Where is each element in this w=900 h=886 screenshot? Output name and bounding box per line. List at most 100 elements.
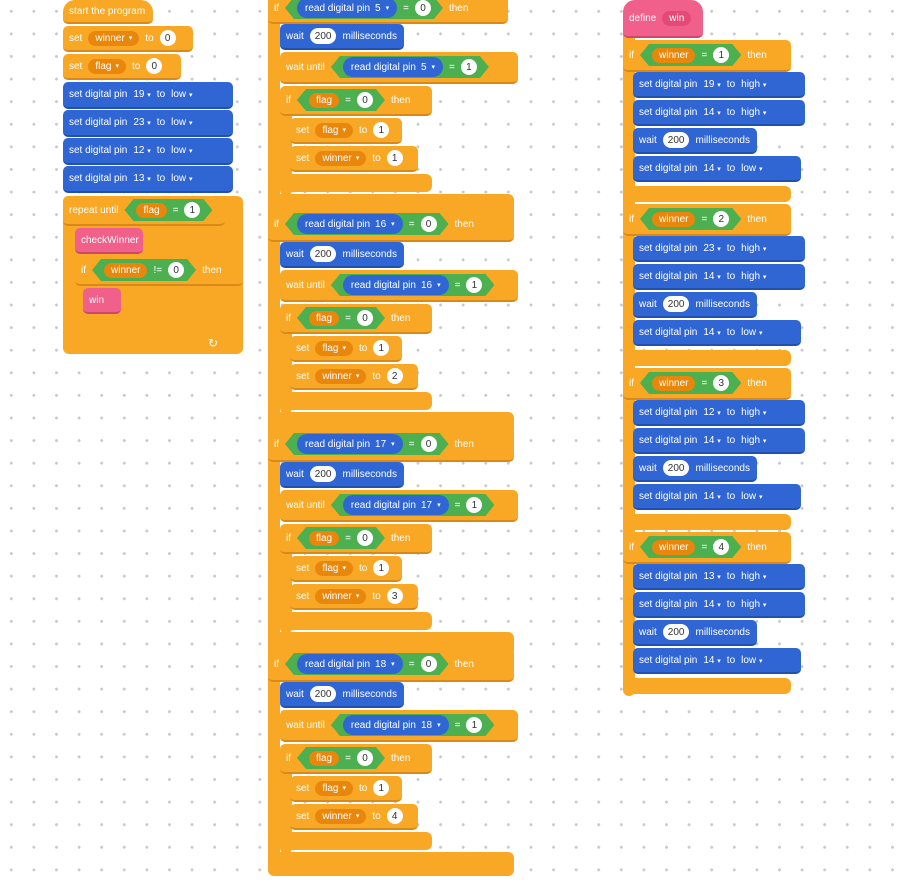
wait-block[interactable]: wait 200 milliseconds <box>280 242 404 268</box>
if-winner-block[interactable]: if winner = 1 then <box>623 40 791 72</box>
wait-until-block[interactable]: wait until read digital pin 18 ▾ = 1 <box>280 710 518 742</box>
set-flag-block[interactable]: set flag ▾ to 1 <box>290 118 402 144</box>
condition-block[interactable]: read digital pin 17 ▾ = 1 <box>331 494 495 516</box>
level-dropdown[interactable]: low ▾ <box>171 173 193 184</box>
level-dropdown[interactable]: high ▾ <box>741 570 767 582</box>
wait-block[interactable]: wait 200 milliseconds <box>280 24 404 50</box>
set-digital-pin-block[interactable]: set digital pin 12 ▾ to low ▾ <box>63 138 233 165</box>
if-flag-block[interactable]: if flag = 0 then <box>280 304 432 334</box>
if-winner-block[interactable]: if winner = 2 then <box>623 204 791 236</box>
pin-dropdown[interactable]: 14 ▾ <box>703 162 721 174</box>
level-dropdown[interactable]: low ▾ <box>741 654 763 666</box>
condition-block[interactable]: flag = 1 <box>124 199 212 221</box>
level-dropdown[interactable]: low ▾ <box>171 117 193 128</box>
level-dropdown[interactable]: low ▾ <box>741 326 763 338</box>
set-digital-pin-block[interactable]: set digital pin 14 ▾ to high ▾ <box>633 264 805 290</box>
level-dropdown[interactable]: high ▾ <box>741 106 767 118</box>
pin-dropdown[interactable]: 19 ▾ <box>133 89 151 100</box>
set-flag-block[interactable]: set flag ▾ to 1 <box>290 336 402 362</box>
set-digital-pin-block[interactable]: set digital pin 13 ▾ to high ▾ <box>633 564 805 590</box>
if-flag-block[interactable]: if flag = 0 then <box>280 524 432 554</box>
level-dropdown[interactable]: high ▾ <box>741 242 767 254</box>
if-block[interactable]: if winner != 0 then <box>75 256 243 286</box>
pin-dropdown[interactable]: 14 ▾ <box>703 106 721 118</box>
set-flag-block[interactable]: set flag ▾ to 0 <box>63 54 181 80</box>
level-dropdown[interactable]: high ▾ <box>741 434 767 446</box>
set-digital-pin-block[interactable]: set digital pin 13 ▾ to low ▾ <box>63 166 233 193</box>
if-flag-block[interactable]: if flag = 0 then <box>280 86 432 116</box>
condition-block[interactable]: read digital pin 17 ▾ = 0 <box>285 433 449 455</box>
condition-block[interactable]: flag = 0 <box>297 747 385 769</box>
set-digital-pin-block[interactable]: set digital pin 14 ▾ to low ▾ <box>633 320 801 346</box>
condition-block[interactable]: winner != 0 <box>92 259 196 281</box>
condition-block[interactable]: flag = 0 <box>297 527 385 549</box>
if-block[interactable]: if read digital pin 5 ▾ = 0 then <box>268 0 508 24</box>
condition-block[interactable]: read digital pin 16 ▾ = 0 <box>285 213 449 235</box>
if-block[interactable]: if read digital pin 17 ▾ = 0 then <box>268 428 514 462</box>
set-winner-block[interactable]: set winner ▾ to 4 <box>290 804 418 830</box>
pin-dropdown[interactable]: 14 ▾ <box>703 598 721 610</box>
wait-block[interactable]: wait 200 milliseconds <box>633 456 757 482</box>
pin-dropdown[interactable]: 14 ▾ <box>703 270 721 282</box>
wait-block[interactable]: wait 200 milliseconds <box>633 292 757 318</box>
pin-dropdown[interactable]: 14 ▾ <box>703 654 721 666</box>
set-digital-pin-block[interactable]: set digital pin 14 ▾ to high ▾ <box>633 428 805 454</box>
set-digital-pin-block[interactable]: set digital pin 19 ▾ to low ▾ <box>63 82 233 109</box>
condition-block[interactable]: read digital pin 16 ▾ = 1 <box>331 274 495 296</box>
condition-block[interactable]: winner = 4 <box>640 536 741 558</box>
if-winner-block[interactable]: if winner = 4 then <box>623 532 791 564</box>
set-flag-block[interactable]: set flag ▾ to 1 <box>290 776 402 802</box>
set-winner-block[interactable]: set winner ▾ to 0 <box>63 26 193 52</box>
pin-dropdown[interactable]: 19 ▾ <box>703 78 721 90</box>
variable-dropdown[interactable]: flag ▾ <box>88 58 126 74</box>
call-win-block[interactable]: win <box>83 288 121 314</box>
value-input[interactable]: 0 <box>159 30 176 46</box>
set-winner-block[interactable]: set winner ▾ to 1 <box>290 146 418 172</box>
pin-dropdown[interactable]: 13 ▾ <box>133 173 151 184</box>
pin-dropdown[interactable]: 14 ▾ <box>703 434 721 446</box>
repeat-until-block[interactable]: repeat until flag = 1 <box>63 196 225 226</box>
pin-dropdown[interactable]: 23 ▾ <box>133 117 151 128</box>
pin-dropdown[interactable]: 14 ▾ <box>703 490 721 502</box>
condition-block[interactable]: flag = 0 <box>297 89 385 111</box>
wait-block[interactable]: wait 200 milliseconds <box>633 620 757 646</box>
start-program-hat-block[interactable]: start the program <box>63 0 153 24</box>
define-win-hat-block[interactable]: define win <box>623 0 703 38</box>
condition-block[interactable]: flag = 0 <box>297 307 385 329</box>
level-dropdown[interactable]: high ▾ <box>741 78 767 90</box>
set-winner-block[interactable]: set winner ▾ to 2 <box>290 364 418 390</box>
pin-dropdown[interactable]: 23 ▾ <box>703 242 721 254</box>
set-digital-pin-block[interactable]: set digital pin 23 ▾ to high ▾ <box>633 236 805 262</box>
pin-dropdown[interactable]: 13 ▾ <box>703 570 721 582</box>
pin-dropdown[interactable]: 12 ▾ <box>703 406 721 418</box>
set-digital-pin-block[interactable]: set digital pin 14 ▾ to high ▾ <box>633 592 805 618</box>
wait-block[interactable]: wait 200 milliseconds <box>280 682 404 708</box>
level-dropdown[interactable]: low ▾ <box>741 490 763 502</box>
set-digital-pin-block[interactable]: set digital pin 14 ▾ to high ▾ <box>633 100 805 126</box>
set-digital-pin-block[interactable]: set digital pin 23 ▾ to low ▾ <box>63 110 233 137</box>
level-dropdown[interactable]: high ▾ <box>741 406 767 418</box>
set-digital-pin-block[interactable]: set digital pin 19 ▾ to high ▾ <box>633 72 805 98</box>
condition-block[interactable]: read digital pin 18 ▾ = 1 <box>331 714 495 736</box>
set-flag-block[interactable]: set flag ▾ to 1 <box>290 556 402 582</box>
if-flag-block[interactable]: if flag = 0 then <box>280 744 432 774</box>
if-winner-block[interactable]: if winner = 3 then <box>623 368 791 400</box>
if-block[interactable]: if read digital pin 16 ▾ = 0 then <box>268 208 514 242</box>
if-block[interactable]: if read digital pin 18 ▾ = 0 then <box>268 648 514 682</box>
set-digital-pin-block[interactable]: set digital pin 14 ▾ to low ▾ <box>633 484 801 510</box>
pin-dropdown[interactable]: 12 ▾ <box>133 145 151 156</box>
set-digital-pin-block[interactable]: set digital pin 14 ▾ to low ▾ <box>633 156 801 182</box>
condition-block[interactable]: read digital pin 18 ▾ = 0 <box>285 653 449 675</box>
condition-block[interactable]: winner = 2 <box>640 208 741 230</box>
condition-block[interactable]: read digital pin 5 ▾ = 0 <box>285 0 443 19</box>
value-input[interactable]: 0 <box>146 58 163 74</box>
set-digital-pin-block[interactable]: set digital pin 12 ▾ to high ▾ <box>633 400 805 426</box>
level-dropdown[interactable]: high ▾ <box>741 270 767 282</box>
level-dropdown[interactable]: low ▾ <box>171 145 193 156</box>
wait-until-block[interactable]: wait until read digital pin 5 ▾ = 1 <box>280 52 518 84</box>
set-digital-pin-block[interactable]: set digital pin 14 ▾ to low ▾ <box>633 648 801 674</box>
call-checkwinner-block[interactable]: checkWinner <box>75 228 143 254</box>
pin-dropdown[interactable]: 14 ▾ <box>703 326 721 338</box>
wait-until-block[interactable]: wait until read digital pin 17 ▾ = 1 <box>280 490 518 522</box>
wait-block[interactable]: wait 200 milliseconds <box>280 462 404 488</box>
